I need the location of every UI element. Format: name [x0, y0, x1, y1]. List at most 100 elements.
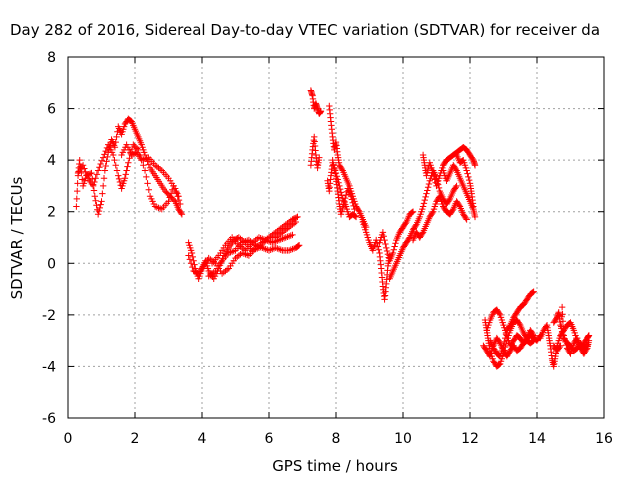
data-point	[317, 107, 325, 115]
data-point	[557, 321, 564, 329]
data-point	[561, 335, 568, 342]
data-point	[558, 328, 566, 335]
data-point	[92, 174, 99, 182]
data-point	[529, 330, 537, 338]
data-point	[86, 170, 94, 177]
data-point	[557, 332, 565, 340]
data-point	[340, 201, 347, 208]
data-point	[382, 240, 389, 248]
data-point	[83, 171, 91, 179]
y-tick-labels: -6 -4 -2 0 2 4 6 8	[42, 50, 56, 427]
data-point	[90, 187, 98, 194]
data-point	[122, 171, 129, 178]
data-point	[530, 337, 537, 344]
data-point	[496, 361, 503, 368]
data-point	[337, 211, 345, 218]
data-point	[113, 167, 121, 174]
data-point	[338, 207, 346, 215]
plot-frame	[67, 56, 605, 419]
data-point	[339, 204, 346, 212]
data-point	[92, 197, 99, 204]
data-point	[506, 323, 513, 330]
y-tick-label: 4	[47, 153, 56, 169]
data-point	[316, 154, 323, 161]
data-point	[424, 184, 432, 191]
data-point	[97, 201, 104, 208]
data-point	[76, 156, 83, 164]
data-point	[292, 218, 299, 226]
data-point	[289, 231, 296, 239]
data-point	[557, 342, 564, 349]
data-point	[74, 180, 81, 187]
data-point	[516, 320, 523, 328]
data-point	[496, 338, 503, 346]
data-point	[389, 249, 397, 257]
y-tick-label: 6	[47, 102, 56, 118]
data-point	[425, 180, 433, 188]
data-point	[391, 243, 398, 250]
data-point	[330, 161, 337, 168]
data-point	[463, 167, 470, 174]
data-point	[111, 156, 118, 164]
x-tick-label: 0	[64, 431, 73, 447]
data-point	[94, 167, 102, 174]
data-point	[331, 170, 339, 177]
data-point	[462, 214, 470, 222]
data-point	[124, 163, 131, 170]
data-point	[295, 242, 303, 249]
data-point	[560, 332, 567, 339]
data-point	[379, 229, 387, 236]
data-point	[465, 176, 473, 184]
data-point	[174, 193, 181, 200]
data-point	[431, 176, 439, 183]
data-point	[177, 209, 185, 217]
data-point	[419, 203, 427, 210]
data-point	[352, 213, 359, 220]
x-tick-label: 12	[461, 431, 479, 447]
chart-title: Day 282 of 2016, Sidereal Day-to-day VTE…	[10, 21, 600, 39]
data-point	[173, 189, 180, 196]
data-point	[381, 236, 388, 244]
data-point	[110, 151, 117, 159]
data-point	[96, 204, 104, 212]
data-point	[405, 235, 413, 242]
data-point	[141, 167, 149, 174]
data-point	[355, 207, 362, 214]
data-point	[98, 198, 105, 205]
x-axis-title: GPS time / hours	[272, 457, 398, 475]
data-point	[329, 156, 336, 164]
data-point	[121, 174, 129, 182]
data-point	[423, 190, 430, 197]
data-point	[471, 162, 479, 169]
data-point	[185, 252, 192, 259]
data-point	[115, 175, 123, 183]
data-point	[563, 341, 570, 349]
data-point	[112, 162, 119, 169]
data-point	[556, 343, 563, 351]
data-point	[421, 196, 428, 204]
data-point	[88, 169, 95, 177]
x-tick-label: 10	[394, 431, 412, 447]
data-point	[383, 244, 390, 252]
data-point	[455, 202, 463, 209]
y-tick-label: 0	[47, 256, 56, 272]
data-point	[529, 289, 537, 296]
x-tick-label: 2	[131, 431, 140, 447]
x-tick-label: 16	[595, 431, 613, 447]
data-point	[502, 330, 510, 338]
data-point	[126, 155, 133, 162]
data-point	[98, 157, 106, 164]
x-tick-label: 8	[332, 431, 341, 447]
data-point	[449, 207, 456, 214]
data-point	[125, 159, 132, 166]
data-point	[341, 198, 348, 205]
data-point	[123, 167, 130, 174]
data-point	[429, 169, 437, 177]
data-point	[560, 325, 567, 332]
data-point	[342, 194, 349, 202]
data-point	[140, 162, 147, 169]
data-point	[113, 133, 120, 141]
data-point	[116, 178, 124, 186]
